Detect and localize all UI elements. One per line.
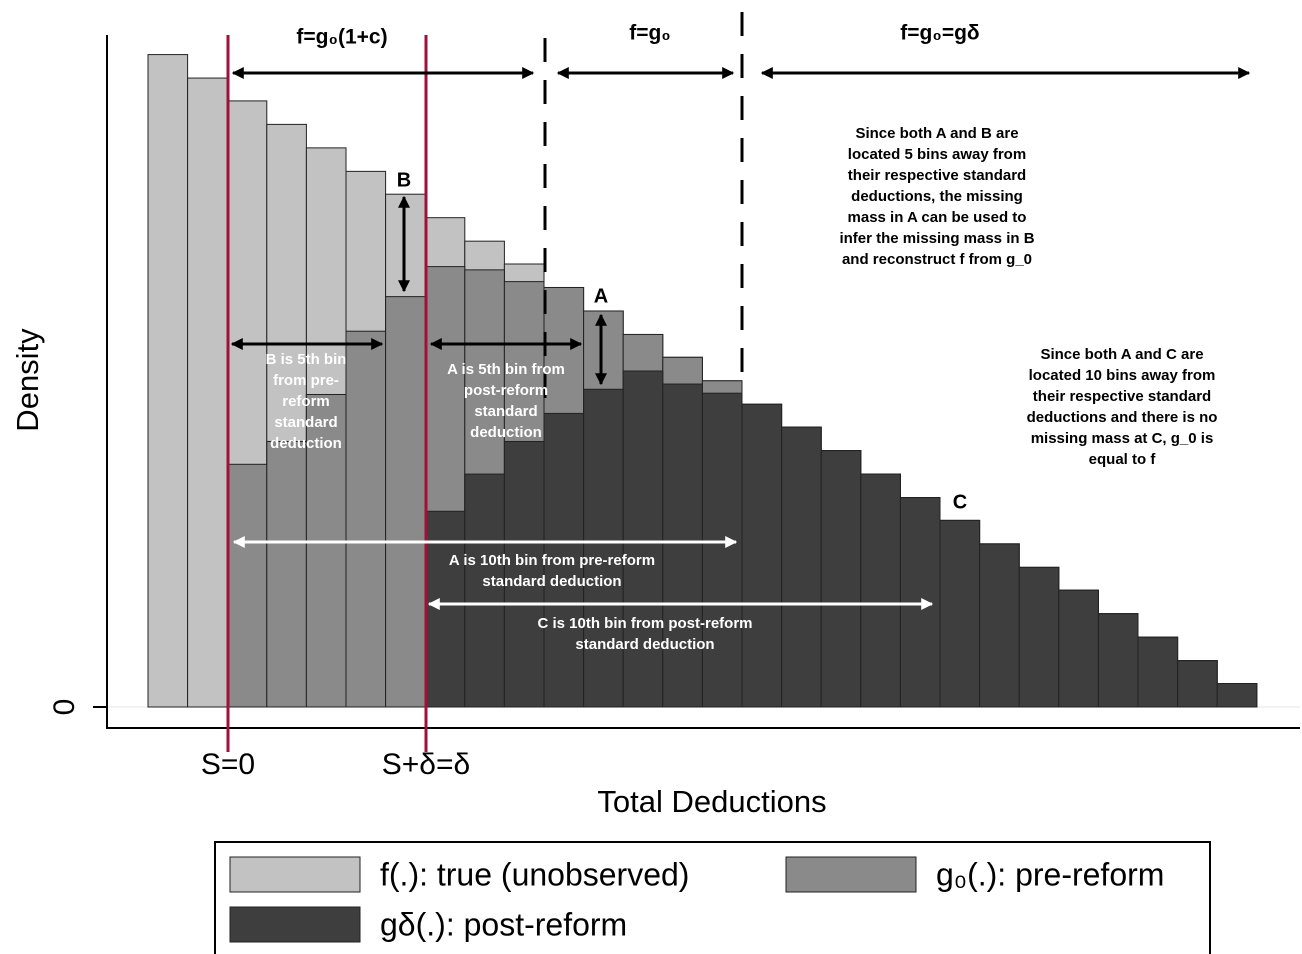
legend-label: gδ(.): post-reform [380,906,627,942]
bar [820,450,862,708]
annotation: their respective standard [1033,388,1211,405]
bar [1216,683,1258,708]
overlay: f=g₀(1+c) f=g₀ f=g₀=gδ B A C S=0 S+δ=δ T… [10,12,1300,819]
annotation: deductions, the missing [851,188,1023,205]
annotation: standard [474,403,537,420]
point-label: B [397,169,411,191]
annotation: from pre- [273,372,339,389]
legend-swatch [229,856,361,893]
bar [464,473,505,708]
annotation: standard deduction [482,573,621,590]
bar [187,77,228,708]
legend-swatch [785,856,917,893]
bar [1097,613,1139,708]
bar [1018,566,1060,708]
annotation: missing mass at C, g_0 is [1031,430,1214,447]
bar [583,388,624,708]
region-label: f=g₀=gδ [900,22,979,45]
bar [345,330,387,708]
annotations: B is 5th bin from pre-reform standard deduc… [266,125,1218,653]
region-label: f=g₀(1+c) [296,26,387,49]
annotation: located 10 bins away from [1029,367,1216,384]
bar [622,370,664,708]
annotation: C is 10th bin from post-reform [537,615,752,632]
legend: f(.): true (unobserved) g₀(.): pre-reform… [229,856,1164,943]
annotation: equal to f [1089,451,1157,468]
annotation: infer the missing mass in B [839,230,1034,247]
annotation: located 5 bins away from [848,146,1026,163]
bar [305,393,347,708]
bar [701,392,743,708]
bar [1058,589,1099,708]
x-marker-label: S=0 [201,748,255,781]
bar [860,473,901,708]
annotation: Since both A and C are [1040,346,1203,363]
bar [226,463,268,708]
annotation: reform [282,393,330,410]
annotation: standard [274,414,337,431]
bar [979,543,1020,708]
annotation: A is 5th bin from [447,361,565,378]
legend-box [214,841,1211,954]
bar [147,54,189,708]
bar [939,519,981,708]
y-tick-label: 0 [48,699,81,716]
legend-label: f(.): true (unobserved) [380,856,689,892]
bar [741,403,783,708]
x-marker-label: S+δ=δ [382,748,470,781]
annotation: Since both A and B are [855,125,1018,142]
bar [503,440,545,708]
y-axis-label: Density [10,328,45,432]
legend-swatch [229,906,361,943]
x-axis-label: Total Deductions [597,784,826,819]
bar [543,412,585,708]
annotation: standard deduction [575,636,714,653]
annotation: post-reform [464,382,548,399]
point-label: A [594,285,608,307]
annotation: A is 10th bin from pre-reform [449,552,655,569]
bar [1137,636,1179,708]
bars [107,54,1300,708]
bar [1177,660,1218,708]
region-label: f=g₀ [629,22,671,45]
annotation: deductions and there is no [1027,409,1218,426]
point-label: C [953,491,967,513]
annotation: deduction [470,424,542,441]
bar [266,440,307,708]
bar [899,497,941,708]
bar [662,383,703,708]
annotation: mass in A can be used to [848,209,1027,226]
legend-label: g₀(.): pre-reform [936,856,1164,892]
annotation: and reconstruct f from g_0 [842,251,1032,268]
annotation: B is 5th bin [266,351,347,368]
annotation: their respective standard [848,167,1026,184]
bar [385,296,426,708]
annotation: deduction [270,435,342,452]
bar [781,426,822,708]
